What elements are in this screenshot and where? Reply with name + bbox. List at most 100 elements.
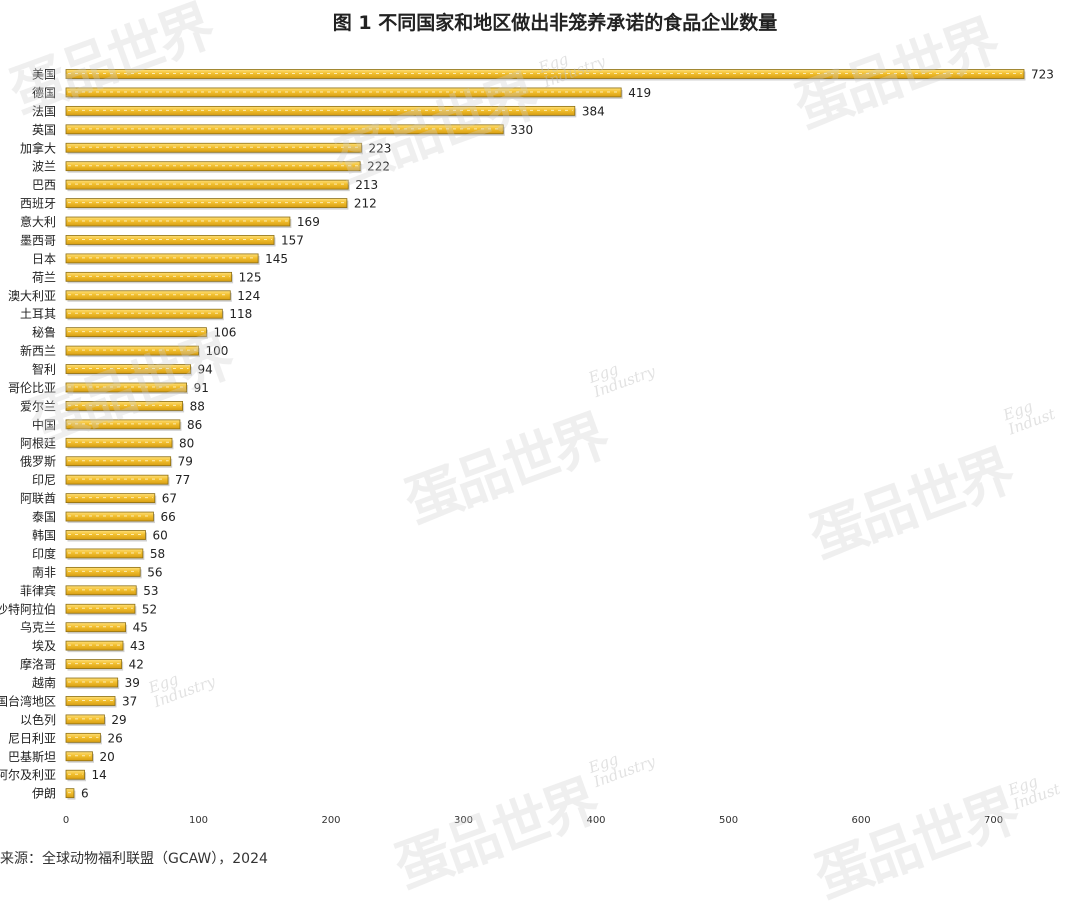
- value-label: 53: [143, 584, 158, 598]
- bar: [65, 511, 154, 522]
- bar: [65, 290, 231, 301]
- x-tick-label: 200: [321, 815, 340, 826]
- category-label: 沙特阿拉伯: [0, 601, 56, 616]
- value-label: 384: [582, 104, 605, 118]
- category-label: 印尼: [32, 473, 56, 487]
- bar: [65, 161, 361, 172]
- category-label: 意大利: [20, 214, 56, 229]
- x-tick-label: 400: [586, 815, 605, 826]
- x-tick-label: 300: [454, 815, 473, 826]
- category-label: 以色列: [20, 713, 56, 727]
- bar: [65, 640, 124, 651]
- category-label: 墨西哥: [20, 233, 56, 247]
- bar: [65, 751, 93, 762]
- value-label: 80: [179, 436, 194, 450]
- value-label: 60: [153, 529, 168, 543]
- category-label: 尼日利亚: [8, 731, 56, 745]
- value-label: 419: [628, 86, 651, 100]
- bar: [65, 364, 191, 374]
- category-label: 越南: [32, 675, 56, 690]
- bar: [65, 179, 349, 190]
- value-label: 118: [229, 307, 252, 321]
- value-label: 145: [265, 252, 288, 266]
- category-label: 阿根廷: [20, 436, 56, 450]
- labels-layer: 美国 723 德国 419 法国 384 英国 330 加拿大 223 波兰 222 巴西 213 西班牙 2…: [0, 68, 1054, 801]
- x-tick-label: 500: [719, 815, 738, 826]
- value-label: 91: [194, 381, 209, 395]
- bar: [65, 253, 259, 264]
- x-tick-label: 0: [63, 815, 69, 826]
- category-label: 阿联酋: [20, 491, 56, 506]
- category-label: 德国: [32, 85, 56, 100]
- value-label: 212: [354, 197, 377, 211]
- bar: [65, 327, 207, 338]
- value-label: 124: [237, 289, 260, 303]
- category-label: 中国台湾地区: [0, 693, 56, 708]
- value-label: 223: [368, 141, 391, 155]
- value-label: 222: [367, 160, 390, 174]
- category-label: 加拿大: [20, 140, 56, 155]
- value-label: 56: [147, 565, 162, 579]
- category-label: 中国: [32, 417, 56, 432]
- bar: [65, 308, 223, 319]
- value-label: 330: [510, 123, 533, 137]
- bar: [65, 235, 275, 245]
- category-label: 英国: [32, 123, 56, 137]
- value-label: 37: [122, 694, 137, 708]
- category-label: 阿尔及利亚: [0, 767, 56, 782]
- bar: [65, 603, 136, 614]
- value-label: 77: [175, 473, 190, 487]
- bar: [65, 142, 362, 153]
- category-label: 南非: [32, 564, 56, 579]
- source-note: 来源：全球动物福利联盟（GCAW），2024: [0, 851, 268, 867]
- bar: [65, 271, 233, 282]
- value-label: 157: [281, 233, 304, 247]
- bar: [65, 622, 127, 633]
- value-label: 67: [162, 492, 177, 506]
- category-label: 巴西: [32, 178, 56, 192]
- category-label: 印度: [32, 546, 56, 561]
- value-label: 58: [150, 547, 165, 561]
- category-label: 爱尔兰: [20, 398, 56, 413]
- x-tick-label: 600: [851, 815, 870, 826]
- category-label: 菲律宾: [20, 583, 56, 598]
- bar: [65, 419, 181, 430]
- chart-title: 图 1 不同国家和地区做出非笼养承诺的食品企业数量: [332, 12, 778, 34]
- x-tick-label: 700: [984, 815, 1003, 826]
- category-label: 哥伦比亚: [8, 380, 56, 395]
- value-label: 86: [187, 418, 202, 432]
- bar: [65, 659, 123, 669]
- value-label: 14: [92, 768, 107, 782]
- category-label: 土耳其: [20, 307, 56, 321]
- value-label: 100: [206, 344, 229, 358]
- value-label: 20: [100, 750, 115, 764]
- category-label: 日本: [32, 252, 56, 266]
- value-label: 125: [239, 270, 262, 284]
- category-label: 澳大利亚: [8, 289, 56, 303]
- category-label: 荷兰: [32, 270, 56, 284]
- value-label: 169: [297, 215, 320, 229]
- value-label: 43: [130, 639, 145, 653]
- value-label: 88: [190, 399, 205, 413]
- value-label: 29: [111, 713, 126, 727]
- value-label: 213: [355, 178, 378, 192]
- category-label: 乌克兰: [20, 620, 56, 635]
- bar-chart: 美国 723 德国 419 法国 384 英国 330 加拿大 223 波兰 222 巴西 213 西班牙 2…: [0, 68, 1054, 827]
- value-label: 42: [129, 658, 144, 672]
- bars-layer: [65, 69, 1026, 800]
- category-label: 巴基斯坦: [8, 750, 56, 764]
- value-label: 723: [1031, 68, 1054, 82]
- bar: [65, 585, 137, 596]
- category-label: 法国: [32, 104, 56, 118]
- category-label: 新西兰: [20, 343, 56, 358]
- category-label: 美国: [32, 68, 56, 82]
- category-label: 西班牙: [20, 197, 56, 211]
- x-tick-label: 100: [189, 815, 208, 826]
- category-label: 波兰: [32, 160, 56, 174]
- value-label: 52: [142, 602, 157, 616]
- bar: [65, 216, 291, 227]
- x-axis: 0 100 200 300 400 500 600 700: [63, 815, 1003, 826]
- value-label: 45: [133, 621, 148, 635]
- value-label: 39: [125, 676, 140, 690]
- category-label: 埃及: [32, 639, 56, 653]
